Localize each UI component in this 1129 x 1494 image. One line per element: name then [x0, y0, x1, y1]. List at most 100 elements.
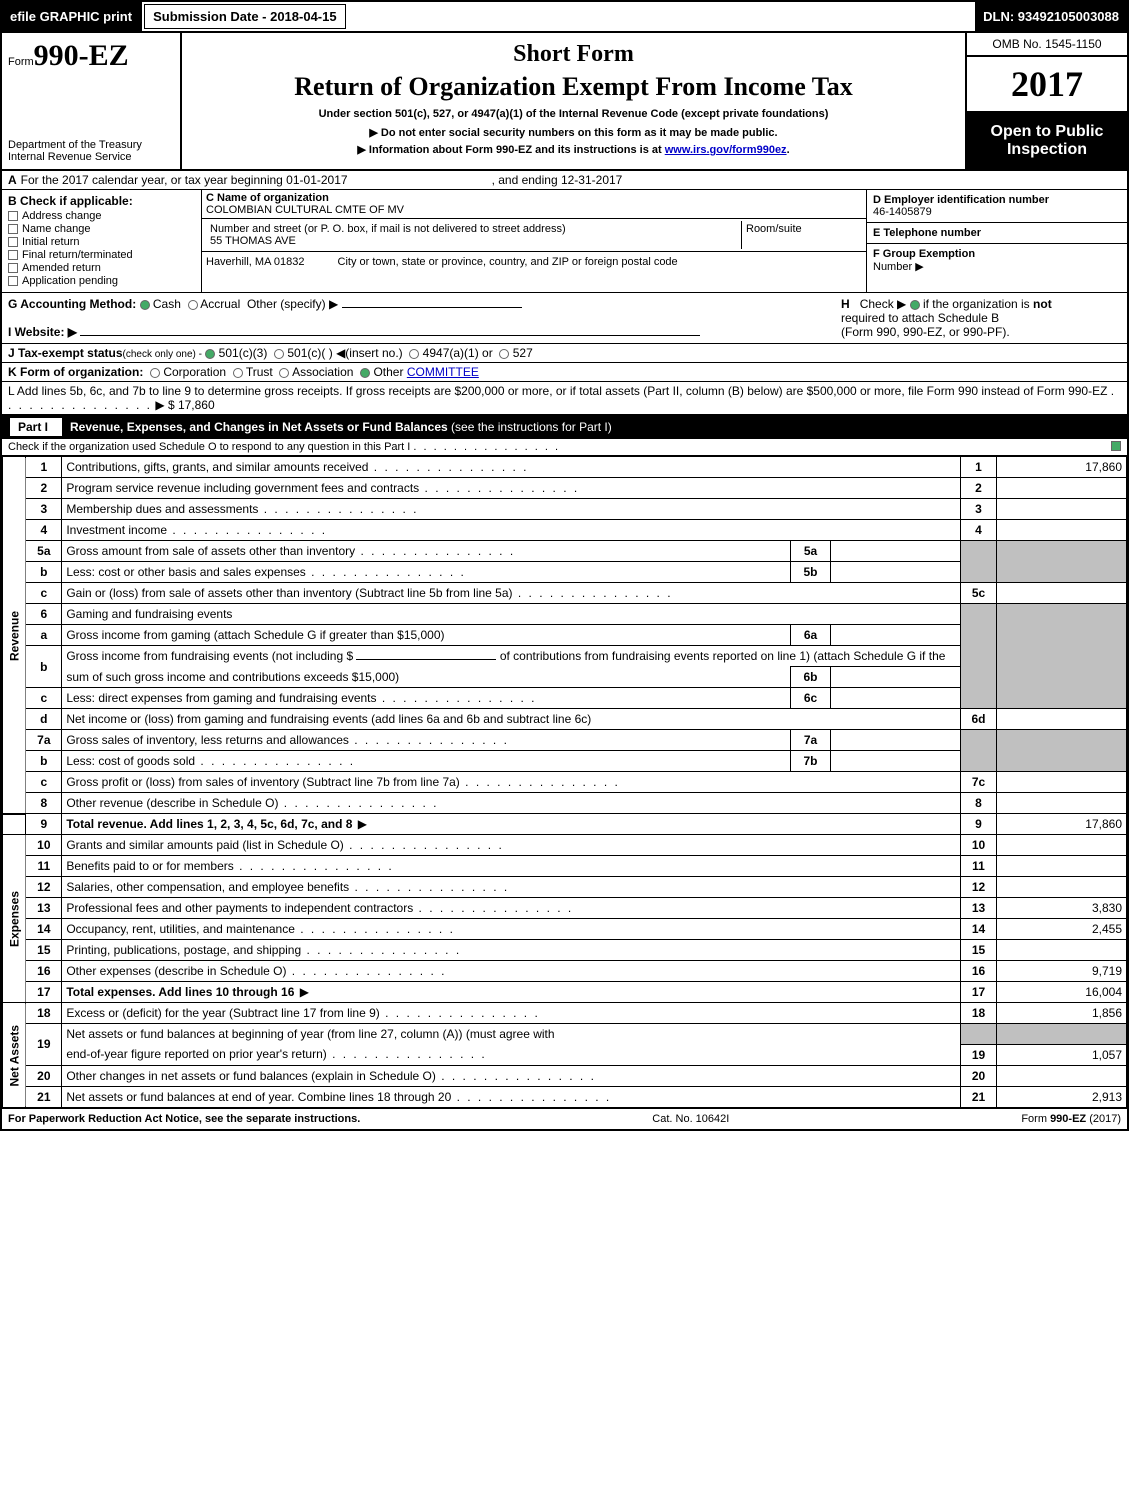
lm: 5b [791, 562, 831, 583]
ln: 1 [26, 457, 62, 478]
i-label: I Website: ▶ [8, 325, 77, 339]
chk-initial-return[interactable]: Initial return [8, 236, 195, 248]
fr1: Form [1021, 1113, 1050, 1125]
lt: Net income or (loss) from gaming and fun… [62, 709, 961, 730]
e-block: E Telephone number [867, 223, 1127, 244]
line-9: 9 Total revenue. Add lines 1, 2, 3, 4, 5… [3, 814, 1127, 835]
j-label: J Tax-exempt status [8, 346, 123, 360]
lt: Less: direct expenses from gaming and fu… [66, 691, 376, 705]
shade [997, 604, 1127, 709]
lt: Occupancy, rent, utilities, and maintena… [66, 922, 295, 936]
h-label: H [841, 297, 850, 311]
g-cash: Cash [153, 297, 181, 311]
room-label: Room/suite [742, 221, 862, 249]
fr3: (2017) [1086, 1113, 1121, 1125]
lr: 8 [961, 793, 997, 814]
chk-label: Name change [22, 223, 91, 235]
radio-assoc[interactable] [279, 368, 289, 378]
org-name: COLOMBIAN CULTURAL CMTE OF MV [206, 204, 862, 216]
section-g: G Accounting Method: Cash Accrual Other … [8, 297, 841, 339]
fr2: 990-EZ [1050, 1113, 1086, 1125]
section-h: H Check ▶ if the organization is not req… [841, 297, 1121, 339]
la: 16,004 [997, 982, 1127, 1003]
d-label: D Employer identification number [873, 194, 1049, 206]
lm: 7b [791, 751, 831, 772]
la [997, 520, 1127, 541]
radio-501c[interactable] [274, 349, 284, 359]
lt: Gaming and fundraising events [62, 604, 961, 625]
line-7c: c Gross profit or (loss) from sales of i… [3, 772, 1127, 793]
ln: c [26, 772, 62, 793]
shade [997, 541, 1127, 583]
g-other-input[interactable] [342, 307, 522, 308]
radio-cash[interactable] [140, 300, 150, 310]
lt: Gross profit or (loss) from sales of inv… [66, 775, 459, 789]
part-i-label: Part I [10, 418, 62, 436]
e-label: E Telephone number [873, 227, 981, 239]
dots [413, 901, 573, 915]
lt: Less: cost or other basis and sales expe… [66, 565, 305, 579]
line-19-2: end-of-year figure reported on prior yea… [3, 1044, 1127, 1065]
j-ins: ◀(insert no.) [336, 346, 403, 360]
dept-block: Department of the Treasury Internal Reve… [8, 139, 174, 163]
lt: Excess or (deficit) for the year (Subtra… [66, 1006, 379, 1020]
ln: 21 [26, 1086, 62, 1107]
radio-4947[interactable] [409, 349, 419, 359]
form-prefix: Form [8, 56, 34, 68]
part-i-header: Part I Revenue, Expenses, and Changes in… [2, 415, 1127, 439]
section-c: C Name of organization COLOMBIAN CULTURA… [202, 190, 867, 292]
chk-amended-return[interactable]: Amended return [8, 262, 195, 274]
f-arrow: ▶ [915, 261, 923, 273]
radio-other[interactable] [360, 368, 370, 378]
line-4: 4 Investment income 4 [3, 520, 1127, 541]
info-link[interactable]: www.irs.gov/form990ez [665, 144, 787, 156]
shade [961, 1024, 997, 1045]
radio-501c3[interactable] [205, 349, 215, 359]
checkbox-icon [8, 250, 18, 260]
line-5b: b Less: cost or other basis and sales ex… [3, 562, 1127, 583]
lt2: end-of-year figure reported on prior yea… [66, 1047, 326, 1061]
la [997, 793, 1127, 814]
under-section: Under section 501(c), 527, or 4947(a)(1)… [190, 108, 957, 120]
lr: 17 [961, 982, 997, 1003]
ma [831, 541, 961, 562]
chk-name-change[interactable]: Name change [8, 223, 195, 235]
lt: Contributions, gifts, grants, and simila… [66, 460, 368, 474]
radio-corp[interactable] [150, 368, 160, 378]
radio-trust[interactable] [233, 368, 243, 378]
checkbox-icon [8, 224, 18, 234]
lt: Program service revenue including govern… [66, 481, 419, 495]
chk-final-return[interactable]: Final return/terminated [8, 249, 195, 261]
ln: d [26, 709, 62, 730]
radio-527[interactable] [499, 349, 509, 359]
checkbox-icon [8, 263, 18, 273]
chk-label: Amended return [22, 262, 101, 274]
lt: Membership dues and assessments [66, 502, 258, 516]
la: 3,830 [997, 898, 1127, 919]
schedule-o-checkbox[interactable] [1111, 441, 1121, 451]
section-b: B Check if applicable: Address change Na… [2, 190, 202, 292]
dots [355, 544, 515, 558]
chk-address-change[interactable]: Address change [8, 210, 195, 222]
k-other-value[interactable]: COMMITTEE [407, 365, 479, 379]
chk-application-pending[interactable]: Application pending [8, 275, 195, 287]
line-19-1: 19 Net assets or fund balances at beginn… [3, 1024, 1127, 1045]
website-input[interactable] [80, 335, 700, 336]
dots [419, 481, 579, 495]
lt: Other expenses (describe in Schedule O) [66, 964, 286, 978]
line-3: 3 Membership dues and assessments 3 [3, 499, 1127, 520]
shade [961, 541, 997, 583]
h-checkbox[interactable] [910, 300, 920, 310]
ln: 16 [26, 961, 62, 982]
lr: 6d [961, 709, 997, 730]
la [997, 856, 1127, 877]
fundraising-amount-input[interactable] [356, 659, 496, 660]
line-18: Net Assets 18 Excess or (deficit) for th… [3, 1003, 1127, 1024]
chk-label: Initial return [22, 236, 79, 248]
section-l: L Add lines 5b, 6c, and 7b to line 9 to … [2, 382, 1127, 415]
lr: 11 [961, 856, 997, 877]
b-title: Check if applicable: [20, 194, 133, 208]
efile-print-button[interactable]: efile GRAPHIC print [2, 2, 142, 31]
dots [513, 586, 673, 600]
radio-accrual[interactable] [188, 300, 198, 310]
